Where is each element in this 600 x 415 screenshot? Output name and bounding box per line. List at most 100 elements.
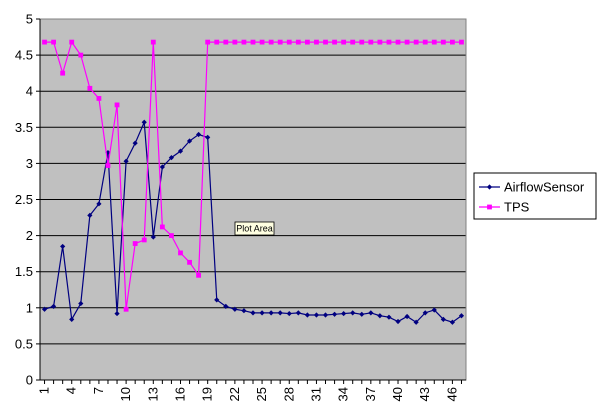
data-point xyxy=(159,164,165,170)
x-tick-label: 40 xyxy=(390,387,405,401)
x-tick-label: 31 xyxy=(308,387,323,401)
data-point xyxy=(123,306,129,312)
data-point xyxy=(50,303,57,309)
data-point xyxy=(386,314,392,320)
data-point xyxy=(431,39,437,45)
legend-label: TPS xyxy=(504,200,530,215)
y-tick-label: 4 xyxy=(26,84,33,99)
x-tick-label: 13 xyxy=(145,387,160,401)
y-tick-label: 3 xyxy=(26,156,33,171)
data-point xyxy=(413,39,419,45)
data-point xyxy=(150,234,156,240)
data-point xyxy=(395,318,401,325)
x-tick-label: 28 xyxy=(281,387,296,401)
data-point xyxy=(87,85,93,91)
data-point xyxy=(69,316,75,322)
legend: AirflowSensor TPS xyxy=(473,172,597,220)
data-point xyxy=(295,39,301,45)
y-axis-tick-labels: 0 0.5 1 1.5 2 2.5 3 3.5 4 4.5 5 xyxy=(15,12,33,388)
data-point xyxy=(295,310,301,316)
data-point xyxy=(450,39,455,45)
axes xyxy=(36,18,467,384)
data-point xyxy=(431,307,437,313)
data-point xyxy=(350,39,356,45)
data-point xyxy=(78,52,84,58)
data-point xyxy=(60,70,66,76)
data-point xyxy=(114,310,120,317)
data-point xyxy=(159,224,165,230)
data-point xyxy=(223,303,229,309)
data-point xyxy=(41,306,48,312)
data-point xyxy=(286,39,292,45)
legend-label: AirflowSensor xyxy=(504,180,585,195)
tooltip-label: Plot Area xyxy=(236,224,273,234)
data-point xyxy=(368,310,374,316)
data-point xyxy=(187,259,192,265)
data-point xyxy=(404,313,410,320)
x-tick-label: 1 xyxy=(37,387,52,394)
y-tick-label: 4.5 xyxy=(15,48,33,63)
data-point xyxy=(69,39,75,45)
x-tick-label: 22 xyxy=(227,387,242,401)
data-point xyxy=(259,39,265,45)
y-tick-label: 5 xyxy=(26,12,33,27)
data-point xyxy=(96,201,102,207)
x-tick-label: 46 xyxy=(444,387,459,401)
legend-marker xyxy=(486,184,493,190)
data-point xyxy=(341,39,347,45)
data-point xyxy=(314,39,319,45)
data-point xyxy=(359,39,365,45)
data-point xyxy=(250,310,256,316)
data-point xyxy=(404,39,410,45)
data-point xyxy=(186,138,193,144)
data-point xyxy=(214,39,220,45)
data-point xyxy=(359,311,365,317)
x-tick-label: 16 xyxy=(172,387,187,401)
data-point xyxy=(413,319,419,325)
data-point xyxy=(341,310,347,317)
data-point xyxy=(223,39,229,45)
data-point xyxy=(168,155,175,161)
x-tick-label: 34 xyxy=(336,387,351,401)
y-tick-label: 0.5 xyxy=(15,336,33,351)
data-point xyxy=(304,39,310,45)
y-tick-label: 1.5 xyxy=(15,264,33,279)
data-point xyxy=(241,39,247,45)
data-point xyxy=(268,39,274,45)
data-point xyxy=(449,319,456,325)
data-point xyxy=(96,96,102,101)
data-point xyxy=(232,39,238,45)
y-tick-label: 2.5 xyxy=(15,192,33,207)
data-point xyxy=(304,312,310,318)
data-point xyxy=(277,39,283,45)
y-tick-label: 0 xyxy=(26,373,33,388)
data-point xyxy=(332,39,337,45)
data-point xyxy=(141,119,147,125)
x-tick-label: 10 xyxy=(118,387,133,401)
series-tps xyxy=(42,39,464,312)
data-point xyxy=(368,39,374,45)
data-point xyxy=(313,312,320,318)
data-point xyxy=(440,39,446,45)
data-point xyxy=(205,39,211,45)
data-point xyxy=(459,39,464,45)
data-point xyxy=(422,310,428,316)
x-tick-label: 43 xyxy=(417,387,432,401)
data-point xyxy=(169,233,174,238)
data-point xyxy=(87,212,93,218)
data-point xyxy=(331,311,338,317)
data-point xyxy=(196,272,202,278)
x-tick-label: 7 xyxy=(91,387,106,394)
y-tick-label: 3.5 xyxy=(15,120,33,135)
data-point xyxy=(214,297,220,303)
data-point xyxy=(132,140,138,146)
data-point xyxy=(178,250,183,256)
data-point xyxy=(259,310,265,316)
tooltip-box xyxy=(234,221,275,236)
x-tick-label: 37 xyxy=(363,387,378,401)
data-point xyxy=(232,306,238,312)
x-tick-label: 19 xyxy=(200,387,215,401)
data-point xyxy=(350,310,356,316)
data-point xyxy=(377,313,383,319)
